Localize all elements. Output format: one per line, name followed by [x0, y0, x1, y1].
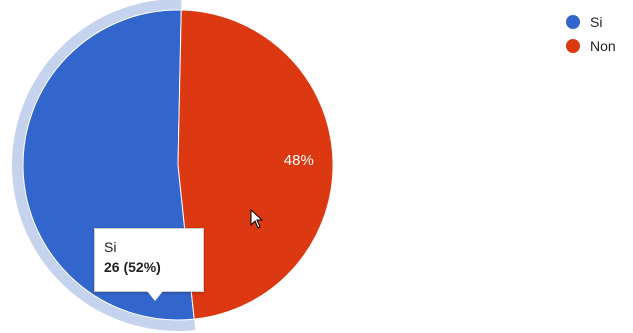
tooltip-value: 26 (52%): [104, 259, 161, 275]
tooltip: Si 26 (52%): [94, 228, 204, 301]
tooltip-label: Si: [104, 239, 117, 255]
legend-swatch-non: [566, 39, 580, 53]
pie-slice-non[interactable]: [177, 9, 334, 320]
legend-swatch-si: [566, 15, 580, 29]
legend-label-si: Si: [590, 14, 603, 30]
legend-item-non[interactable]: Non: [566, 34, 616, 58]
tooltip-tail: [147, 291, 163, 301]
legend-item-si[interactable]: Si: [566, 10, 616, 34]
mouse-cursor-icon: [250, 209, 264, 229]
slice-label-non: 48%: [284, 152, 314, 169]
legend-label-non: Non: [590, 38, 616, 54]
legend: Si Non: [566, 10, 616, 58]
